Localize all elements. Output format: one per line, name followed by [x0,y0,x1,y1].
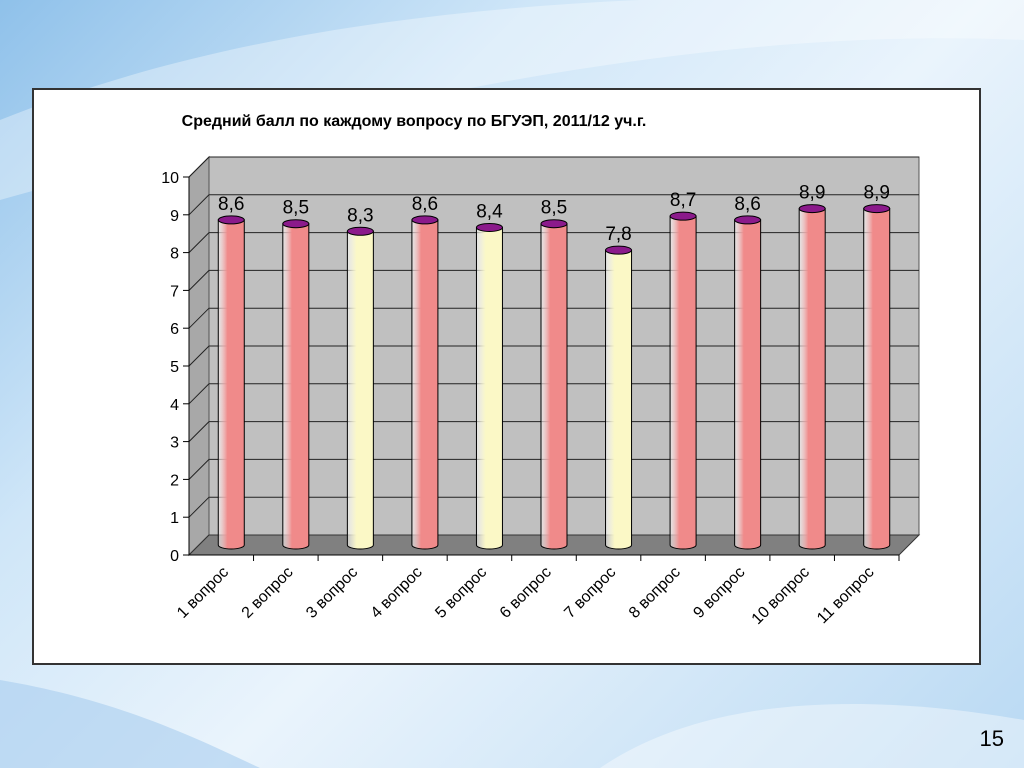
x-tick-label: 8 вопрос [626,564,684,622]
y-tick-label: 6 [170,321,179,338]
data-label: 8,7 [670,190,696,211]
bar [734,215,762,550]
y-tick-label: 5 [170,359,179,376]
data-label: 8,6 [734,194,760,215]
x-axis-ticks: 1 вопрос 2 вопрос 3 вопрос 4 вопрос 5 вопрос… [174,555,900,628]
chart-bars [217,204,891,550]
bar-cap [346,226,374,236]
data-label: 8,5 [541,198,567,219]
bar [282,219,310,550]
gridline [188,156,919,178]
bar-cap [475,222,503,232]
bar-body [605,249,633,550]
bar-cap [540,219,568,229]
bar-body [863,208,891,550]
data-label: 8,6 [218,194,244,215]
bar [669,211,697,550]
bar-cap [863,204,891,214]
y-tick-label: 3 [170,435,179,452]
gridline [188,194,919,216]
x-tick-label: 2 вопрос [239,564,297,622]
x-tick-label: 10 вопрос [749,564,813,628]
bar [346,226,374,550]
data-label: 8,4 [476,201,503,222]
bar-cap [411,215,439,225]
bar-body [217,219,245,550]
x-tick-label: 5 вопрос [432,564,490,622]
chart-panel: 0 1 2 3 4 5 6 7 8 9 10 8,6 8,5 8,3 8,6 8,4 8,5 7,8 8,7 8,6… [32,88,981,665]
data-label: 7,8 [605,224,631,245]
bar [475,222,503,550]
bar [411,215,439,550]
data-label: 8,6 [412,194,438,215]
bar-body [734,219,762,550]
y-axis-ticks: 0 1 2 3 4 5 6 7 8 9 10 [161,170,190,565]
y-tick-label: 9 [170,208,179,225]
bar-cap [798,204,826,214]
bar-body [411,219,439,550]
bar [540,219,568,550]
bar [605,245,633,550]
x-tick-label: 9 вопрос [690,564,748,622]
y-tick-label: 7 [170,283,179,300]
y-tick-label: 1 [170,510,179,527]
chart-title: Средний балл по каждому вопросу по БГУЭП… [182,113,647,130]
x-tick-label: 4 вопрос [368,564,426,622]
x-tick-label: 6 вопрос [497,564,555,622]
y-tick-label: 4 [170,397,179,414]
data-label: 8,5 [283,198,309,219]
y-tick-label: 2 [170,472,179,489]
bar-cap [669,211,697,221]
bar-body [540,223,568,550]
data-label: 8,9 [864,183,890,204]
x-tick-label: 3 вопрос [303,564,361,622]
bar-cap [605,245,633,255]
x-tick-label: 1 вопрос [174,564,232,622]
bar-body [475,226,503,550]
bar-body [798,208,826,550]
bar-cap [734,215,762,225]
y-tick-label: 8 [170,246,179,263]
bar [798,204,826,550]
x-tick-label: 7 вопрос [561,564,619,622]
data-label: 8,3 [347,205,373,226]
bar [217,215,245,550]
slide-number: 15 [979,726,1004,751]
x-tick-label: 11 вопрос [814,564,877,627]
y-tick-label: 10 [161,170,179,187]
bar-body [669,215,697,550]
bar [863,204,891,550]
bar-body [282,223,310,550]
y-tick-label: 0 [170,548,179,565]
data-label: 8,9 [799,183,825,204]
data-labels: 8,6 8,5 8,3 8,6 8,4 8,5 7,8 8,7 8,6 8,9 8,9 [218,183,890,246]
bar-cap [282,219,310,229]
bar-cap [217,215,245,225]
bar-body [346,230,374,550]
